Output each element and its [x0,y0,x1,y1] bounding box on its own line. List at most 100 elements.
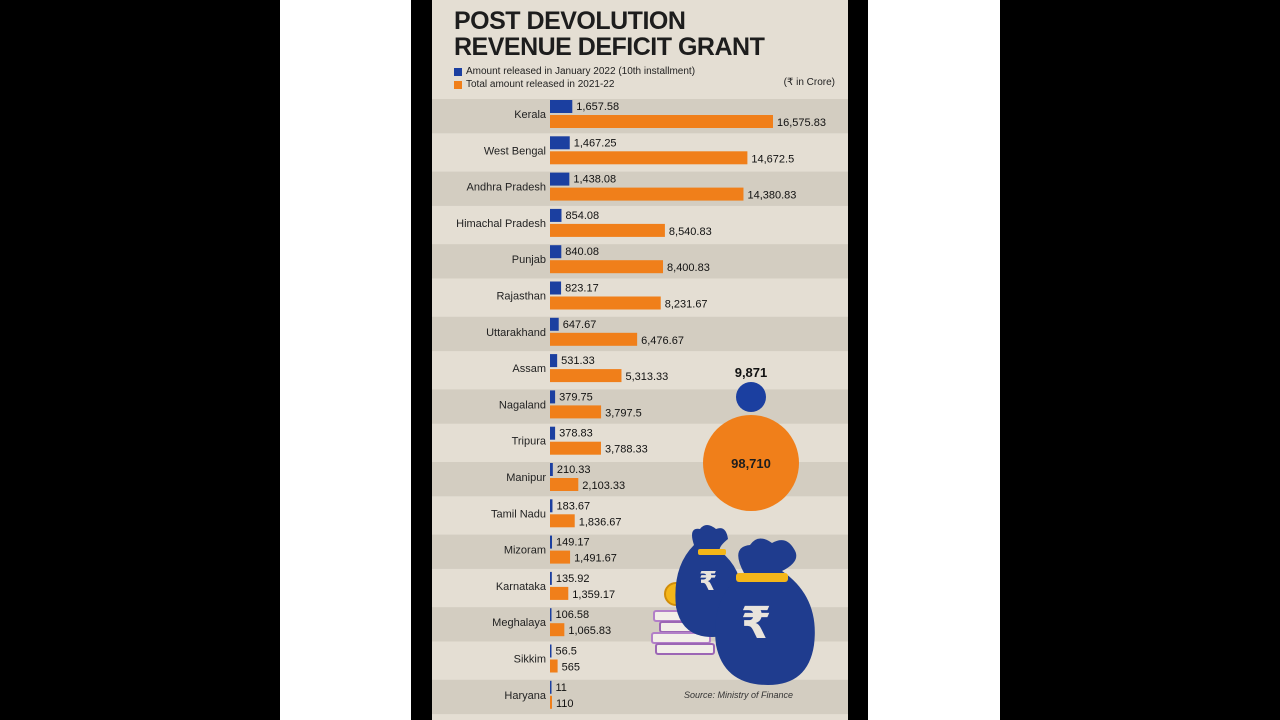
bar-total-andhra-pradesh [550,187,744,201]
value-total-sikkim: 565 [562,662,580,674]
bar-total-punjab [550,260,664,274]
category-label-assam: Assam [512,363,546,375]
category-label-himachal-pradesh: Himachal Pradesh [456,218,546,230]
value-january-andhra-pradesh: 1,438.08 [573,174,616,186]
value-total-nagaland: 3,797.5 [605,407,642,419]
value-total-tripura: 3,788.33 [605,444,648,456]
bar-january-himachal-pradesh [550,208,562,222]
bar-january-assam [550,354,558,368]
bar-january-meghalaya [550,608,552,622]
value-total-haryana: 110 [556,698,574,710]
money-bag-front-icon [715,538,815,685]
bar-total-meghalaya [550,623,565,637]
bar-total-manipur [550,478,579,491]
bar-january-nagaland [550,390,556,404]
legend-item-january: Amount released in January 2022 (10th in… [454,65,695,78]
category-label-tamil-nadu: Tamil Nadu [491,508,546,520]
bar-total-sikkim [550,659,558,673]
value-january-punjab: 840.08 [565,246,599,258]
category-label-karnataka: Karnataka [496,581,547,593]
category-label-uttarakhand: Uttarakhand [486,327,546,339]
value-total-kerala: 16,575.83 [777,117,826,129]
bar-total-tripura [550,441,601,455]
category-label-tripura: Tripura [512,436,547,448]
bar-january-tamil-nadu [550,499,553,513]
value-total-himachal-pradesh: 8,540.83 [669,226,712,238]
category-label-nagaland: Nagaland [499,399,546,411]
value-january-karnataka: 135.92 [556,573,590,585]
value-january-kerala: 1,657.58 [576,101,619,113]
total-year-circle [703,415,799,511]
bar-total-karnataka [550,586,569,600]
value-january-meghalaya: 106.58 [556,609,590,621]
bar-total-himachal-pradesh [550,223,665,237]
title-line-1: POST DEVOLUTION [454,7,686,35]
value-january-tamil-nadu: 183.67 [556,500,590,512]
legend-label-total: Total amount released in 2021-22 [466,79,615,90]
value-january-assam: 531.33 [561,355,595,367]
rupee-icon-small: ₹ [699,567,717,597]
legend-swatch-orange [454,80,462,89]
left-margin [280,0,411,720]
total-year-label: 98,710 [731,456,771,471]
bar-total-kerala [550,115,773,128]
legend-label-january: Amount released in January 2022 (10th in… [466,66,696,77]
title-line-2: REVENUE DEFICIT GRANT [454,33,765,61]
category-label-meghalaya: Meghalaya [492,617,547,629]
bar-total-tamil-nadu [550,514,575,528]
value-january-uttarakhand: 647.67 [563,319,597,331]
bar-january-mizoram [550,535,553,549]
bar-chart: Kerala 1,657.58 16,575.83 West Bengal 1,467.… [432,99,848,715]
legend-swatch-blue [454,67,462,76]
value-total-punjab: 8,400.83 [667,262,710,274]
row-stripe-haryana [432,679,848,715]
poster-title: POST DEVOLUTION REVENUE DEFICIT GRANT [454,7,765,61]
bar-total-assam [550,369,622,383]
total-january-label: 9,871 [735,365,768,380]
chart-legend: Amount released in January 2022 (10th in… [454,65,695,91]
infographic-poster: POST DEVOLUTION REVENUE DEFICIT GRANT Am… [432,0,848,720]
value-total-tamil-nadu: 1,836.67 [579,516,622,528]
bar-january-kerala [550,100,573,113]
bar-january-haryana [550,680,552,694]
cash-stack-icon-3 [655,643,715,655]
value-total-manipur: 2,103.33 [582,480,625,492]
row-stripe-uttarakhand [432,316,848,352]
money-bags-illustration: ₹₹ [651,525,815,685]
bar-january-uttarakhand [550,317,559,331]
total-january-circle [736,382,766,412]
category-label-punjab: Punjab [512,254,546,266]
value-total-rajasthan: 8,231.67 [665,299,708,311]
value-total-assam: 5,313.33 [625,371,668,383]
bag-tie-front [736,573,788,582]
category-label-manipur: Manipur [506,472,546,484]
bar-total-uttarakhand [550,332,638,346]
category-label-sikkim: Sikkim [514,654,546,666]
category-label-kerala: Kerala [514,109,547,121]
bag-tie-back [698,549,726,555]
category-label-rajasthan: Rajasthan [496,291,546,303]
value-january-himachal-pradesh: 854.08 [565,210,599,222]
source-note: Source: Ministry of Finance [684,690,794,700]
value-january-rajasthan: 823.17 [565,283,599,295]
unit-note: (₹ in Crore) [783,77,835,88]
bar-total-nagaland [550,405,602,419]
value-january-sikkim: 56.5 [556,646,577,658]
value-january-manipur: 210.33 [557,464,591,476]
row-stripe-nagaland [432,389,848,424]
value-total-west-bengal: 14,672.5 [751,153,794,165]
bar-january-andhra-pradesh [550,172,570,186]
value-total-uttarakhand: 6,476.67 [641,335,684,347]
value-january-haryana: 11 [556,682,567,694]
bar-january-punjab [550,245,562,259]
bar-january-west-bengal [550,136,570,150]
bar-total-west-bengal [550,151,748,165]
value-january-tripura: 378.83 [559,428,593,440]
bar-january-manipur [550,463,553,476]
value-total-meghalaya: 1,065.83 [568,625,611,637]
category-label-west-bengal: West Bengal [484,145,546,157]
category-label-mizoram: Mizoram [504,545,546,557]
bar-january-sikkim [550,644,552,658]
value-january-mizoram: 149.17 [556,537,590,549]
value-total-andhra-pradesh: 14,380.83 [747,190,796,202]
